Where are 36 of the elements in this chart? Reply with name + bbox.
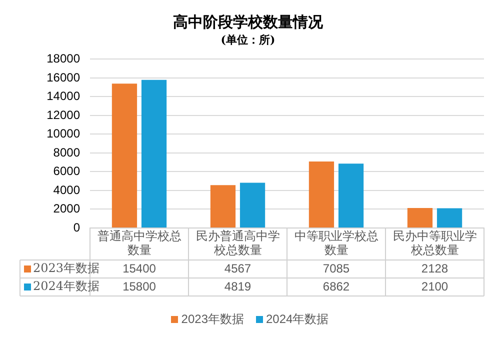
y-tick-label: 18000 xyxy=(46,52,80,66)
bar xyxy=(338,164,364,228)
y-tick-label: 10000 xyxy=(46,126,80,141)
y-tick-label: 16000 xyxy=(46,70,80,84)
data-label: 7085 xyxy=(322,261,350,276)
y-tick-label: 6000 xyxy=(53,164,80,178)
x-tick-label: 普通高中学校总数量 xyxy=(97,229,182,258)
text: 2023年数据 xyxy=(181,312,244,326)
y-tick-label: 0 xyxy=(73,220,80,234)
y-tick-label: 12000 xyxy=(46,108,80,122)
y-tick-label: 14000 xyxy=(46,89,80,104)
data-label: 15800 xyxy=(122,279,156,294)
bar xyxy=(112,84,138,228)
x-tick-label: 中等职业学校总数量 xyxy=(294,229,378,258)
bar xyxy=(240,182,266,228)
data-label: 6862 xyxy=(322,279,350,294)
legend-label: 2024年数据 xyxy=(33,279,100,294)
bar xyxy=(407,208,433,228)
chart-title: 高中阶段学校数量情况 xyxy=(173,12,324,31)
y-tick-label: 4000 xyxy=(53,182,80,197)
text: 2024年数据 xyxy=(266,312,329,326)
data-label: 4567 xyxy=(224,261,252,276)
x-tick-label: 民办中等职业学校总数量 xyxy=(392,229,477,258)
data-label: 2128 xyxy=(421,261,448,276)
legend-label: 2023年数据 xyxy=(33,261,100,276)
bar xyxy=(141,80,167,228)
chart-subtitle: (单位：所) xyxy=(220,33,276,46)
bar xyxy=(210,185,236,228)
data-label: 4819 xyxy=(224,279,252,294)
x-tick-label: 民办普通高中学校总数量 xyxy=(196,229,280,258)
bar xyxy=(308,162,334,228)
data-label: 15400 xyxy=(122,261,156,276)
data-label: 2100 xyxy=(421,279,448,294)
bar xyxy=(436,208,462,228)
y-tick-label: 2000 xyxy=(53,202,80,216)
y-tick-label: 8000 xyxy=(53,145,80,160)
